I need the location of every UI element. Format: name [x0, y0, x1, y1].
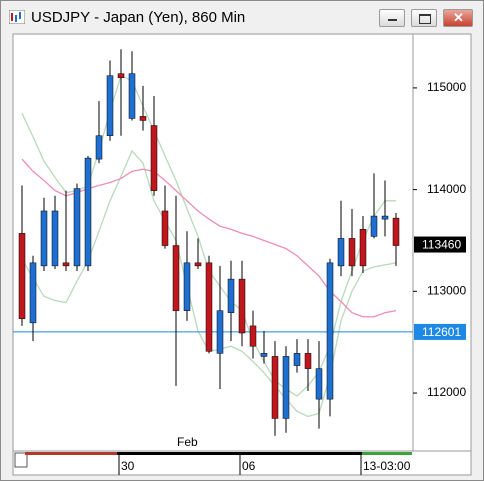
candle-body	[271, 356, 279, 419]
candle-body	[216, 310, 224, 354]
candle-body	[117, 73, 125, 78]
range-bar-mid	[117, 452, 362, 455]
x-tick-label: 06	[242, 459, 256, 473]
y-tick-label: 114000	[427, 182, 466, 196]
candle-body	[51, 210, 59, 267]
candle-body	[205, 262, 213, 352]
candle-body	[172, 245, 180, 311]
candle-body	[84, 157, 92, 267]
candle-body	[315, 368, 323, 400]
candle-body	[238, 278, 246, 334]
chart: 112000 113000 114000 115000 112601 30 06 13-03:…	[12, 33, 472, 476]
candle-body	[29, 262, 37, 324]
candle-body	[293, 353, 301, 366]
candle-body	[161, 210, 169, 246]
range-bar-recent	[362, 452, 412, 455]
candle-body	[128, 73, 136, 119]
reference-price-box	[414, 323, 466, 340]
candle-body	[282, 356, 290, 419]
candle-body	[139, 116, 147, 121]
y-tick-label: 113000	[427, 283, 466, 297]
last-price-label: 113460	[422, 238, 461, 252]
maximize-button[interactable]	[411, 9, 437, 27]
candle-body	[326, 262, 334, 400]
candle-body	[106, 75, 114, 136]
candle-body	[370, 215, 378, 237]
y-tick-label: 115000	[427, 80, 466, 94]
candle-body	[392, 217, 400, 246]
candle-body	[150, 125, 158, 191]
last-price-box	[414, 236, 466, 253]
close-button[interactable]: ✕	[443, 9, 473, 27]
candle-body	[348, 238, 356, 267]
candle-body	[381, 215, 389, 220]
reference-price-label: 112601	[422, 325, 461, 339]
x-tick-label: 13-03:00	[363, 459, 411, 473]
window-title: USDJPY - Japan (Yen), 860 Min	[31, 9, 246, 26]
candle-body	[73, 188, 81, 267]
candle-body	[359, 229, 367, 267]
minimize-button[interactable]	[379, 9, 405, 27]
app-icon	[8, 9, 26, 25]
candle-body	[227, 278, 235, 313]
scroll-handle	[14, 452, 28, 468]
candle-body	[18, 233, 26, 320]
candle-body	[183, 262, 191, 311]
x-tick-label: 30	[121, 459, 135, 473]
candle-body	[40, 210, 48, 267]
month-label: Feb	[177, 435, 198, 449]
candle-body	[249, 325, 257, 347]
candle-body	[95, 135, 103, 160]
candle-body	[62, 262, 70, 267]
candle-body	[194, 262, 202, 267]
moving-average-line	[21, 158, 397, 318]
candle-body	[337, 238, 345, 267]
range-bar-past	[25, 452, 117, 455]
candle-body	[260, 353, 268, 357]
y-tick-label: 112000	[427, 385, 466, 399]
candle-body	[304, 353, 312, 369]
